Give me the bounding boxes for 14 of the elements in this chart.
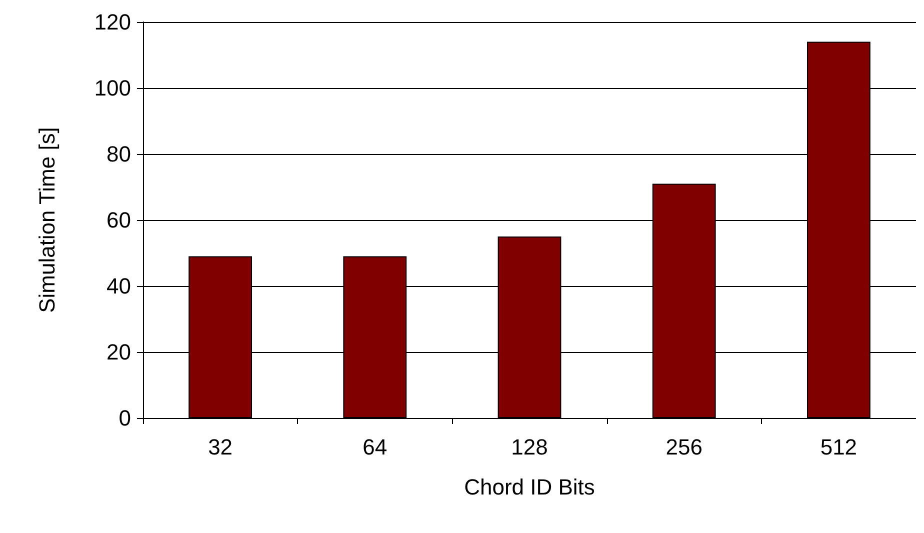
y-tick-label: 20 <box>106 340 131 364</box>
y-tick-label: 40 <box>106 274 131 298</box>
x-axis-title: Chord ID Bits <box>464 474 595 500</box>
y-tick-label: 0 <box>118 406 131 430</box>
x-tick-label: 64 <box>362 434 388 460</box>
x-tick-label: 256 <box>666 434 702 460</box>
y-tick-label: 80 <box>106 142 131 166</box>
y-tick-label: 120 <box>94 10 131 34</box>
x-tick-label: 512 <box>820 434 858 460</box>
y-axis-title: Simulation Time [s] <box>34 127 60 313</box>
y-tick-label: 60 <box>106 208 131 232</box>
y-tick-label: 100 <box>94 76 131 100</box>
x-tick-label: 128 <box>511 434 548 460</box>
x-tick-label: 32 <box>208 434 233 460</box>
